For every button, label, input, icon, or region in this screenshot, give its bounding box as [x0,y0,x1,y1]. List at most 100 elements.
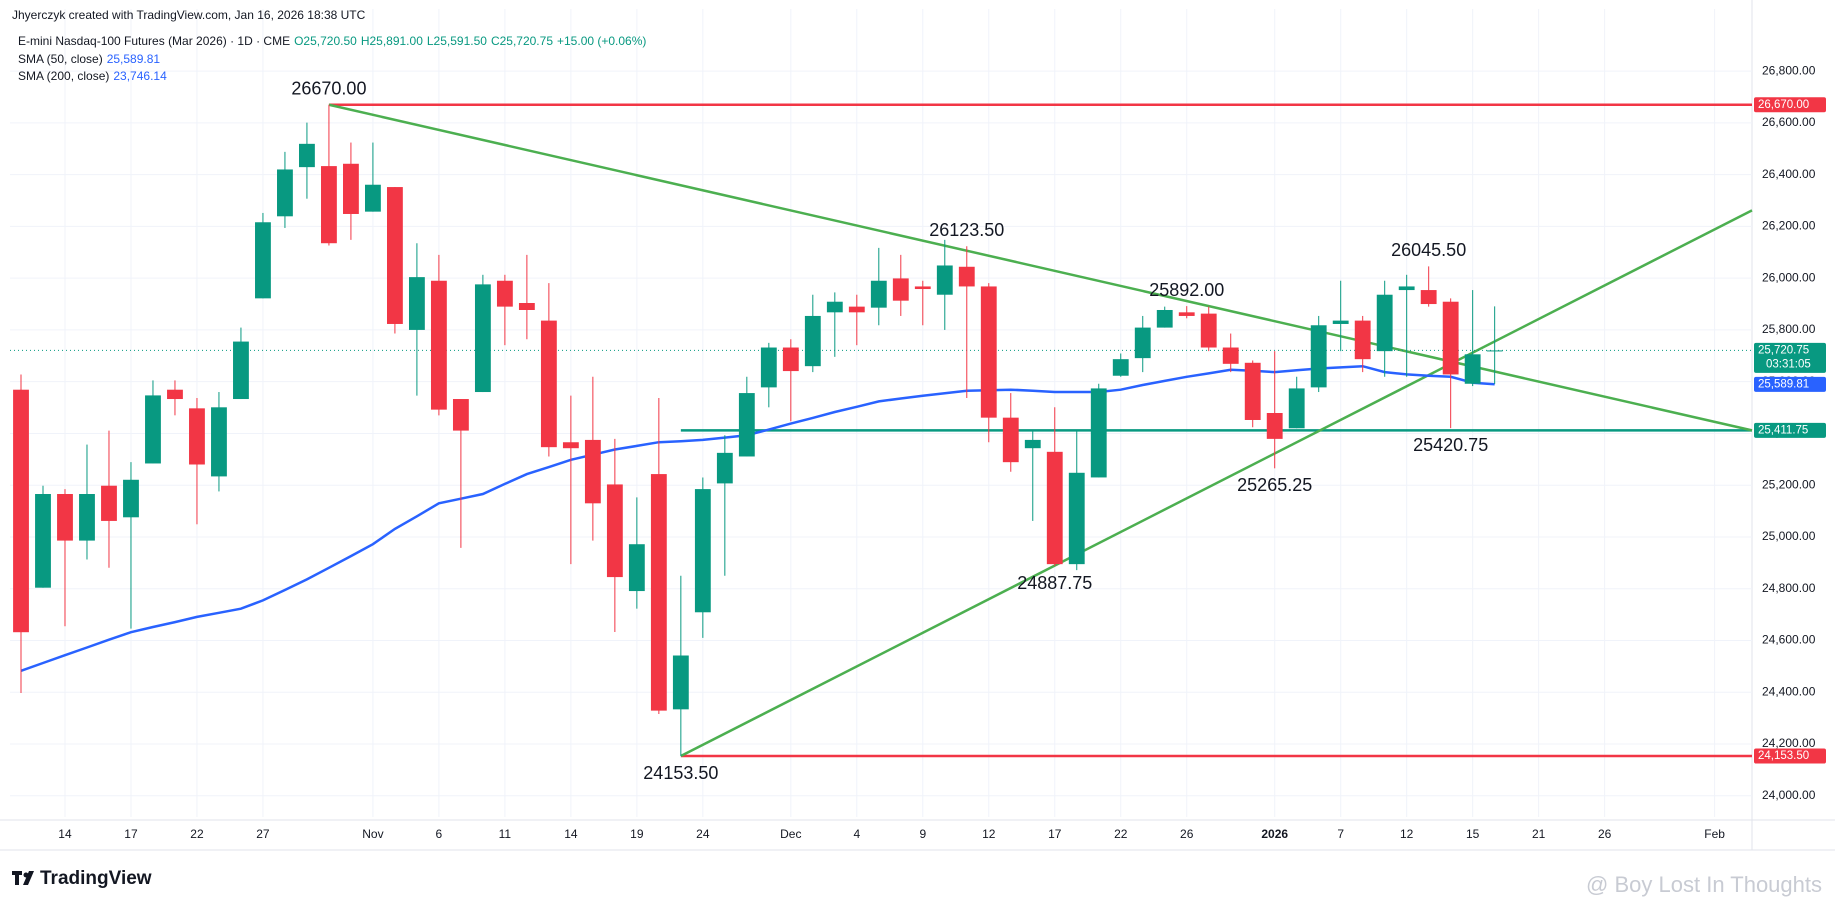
y-tick-label: 24,200.00 [1762,736,1816,750]
candle-body [1420,290,1437,305]
x-tick-label: 17 [1048,827,1062,841]
y-tick-label: 26,000.00 [1762,270,1816,284]
sma50-tag-bg [1754,376,1826,392]
price-annotation: 24887.75 [1017,573,1092,593]
candle-body [628,544,645,592]
candle-body [760,347,777,388]
x-tick-label: 26 [1598,827,1612,841]
candle-body [826,301,843,313]
x-tick-label: 15 [1466,827,1480,841]
x-tick-label: 14 [58,827,72,841]
candle-body [738,393,755,457]
level-tag: 25,411.75 [1758,424,1808,436]
y-tick-label: 25,200.00 [1762,477,1816,491]
candle-body [1332,320,1349,324]
price-annotation: 25265.25 [1237,475,1312,495]
candle-body [1376,294,1393,352]
level-tag: 24,153.50 [1758,750,1809,762]
candle-body [364,184,381,212]
sma200-name: SMA (200, close) [18,69,110,83]
y-tick-label: 25,800.00 [1762,322,1816,336]
y-tick-label: 24,800.00 [1762,581,1816,595]
candle-body [1244,362,1261,420]
candle-body [716,452,733,484]
x-tick-label: 22 [190,827,204,841]
candle-body [584,439,601,504]
candle-body [1222,347,1239,364]
trend-line [680,209,1753,758]
level-tag-bg [1754,422,1826,438]
level-tag-bg [1754,97,1826,113]
candle-body [57,494,73,541]
x-tick-label: Nov [362,827,383,841]
candle-body [914,286,931,290]
candle-body [804,315,821,367]
candle-body [1134,327,1151,359]
x-tick-label: 14 [564,827,578,841]
candle-body [870,280,887,308]
x-tick-label: 12 [982,827,996,841]
candle-body [892,278,909,301]
candle-body [13,389,29,633]
candle-body [167,389,183,400]
candle-body [562,442,579,449]
candle-body [496,280,513,307]
candle-body [1090,388,1107,478]
x-tick-label: 11 [499,827,512,841]
candle-body [79,494,95,541]
candle-body [1354,320,1371,360]
price-annotation: 25892.00 [1149,280,1224,300]
candle-body [694,489,711,613]
y-tick-label: 26,200.00 [1762,219,1816,233]
x-tick-label: 4 [853,827,860,841]
sma50-name: SMA (50, close) [18,52,103,66]
x-tick-label: 19 [630,827,644,841]
x-tick-label: 12 [1400,827,1414,841]
candle-body [606,484,623,578]
candle-body [277,169,293,217]
candle-body [1442,301,1459,375]
trend-line [328,103,1753,432]
price-annotation: 26045.50 [1391,240,1466,260]
candle-body [321,166,337,244]
y-tick-label: 26,600.00 [1762,115,1816,129]
candle-body [1200,313,1217,348]
y-tick-label: 26,800.00 [1762,63,1816,77]
candle-body [211,407,227,477]
sma200-value: 23,746.14 [113,69,167,83]
candle-body [782,347,799,372]
candle-body [233,341,249,400]
candle-body [672,655,689,710]
x-tick-label: 26 [1180,827,1194,841]
x-tick-label: Feb [1704,827,1725,841]
candle-body [1112,359,1129,376]
candle-body [1266,413,1283,439]
x-tick-label: 17 [124,827,138,841]
level-tag-bg [1754,748,1826,764]
x-tick-label: 21 [1532,827,1546,841]
candle-body [299,143,315,168]
x-tick-label: 7 [1337,827,1344,841]
candle-body [1464,354,1481,384]
candle-body [101,485,117,521]
candle-body [1310,325,1327,388]
x-tick-label: 22 [1114,827,1128,841]
candle-body [1178,312,1195,316]
y-tick-label: 25,000.00 [1762,529,1816,543]
candle-body [255,222,271,299]
candle-body [540,320,557,448]
candle-body [189,408,205,465]
candle-body [343,163,359,214]
last-price-tag-bg [1754,342,1826,373]
symbol-name: E-mini Nasdaq-100 Futures (Mar 2026) · 1… [18,34,291,48]
sma200-legend: SMA (200, close) 23,746.14 [18,69,171,83]
tv-logo-mark [12,871,34,885]
candle-body [1288,388,1305,429]
ohlc-open: O25,720.50 [294,34,357,48]
x-tick-label: Dec [780,827,801,841]
symbol-legend: E-mini Nasdaq-100 Futures (Mar 2026) · 1… [18,34,650,48]
x-tick-label: 9 [919,827,926,841]
candle-body [1002,417,1019,463]
